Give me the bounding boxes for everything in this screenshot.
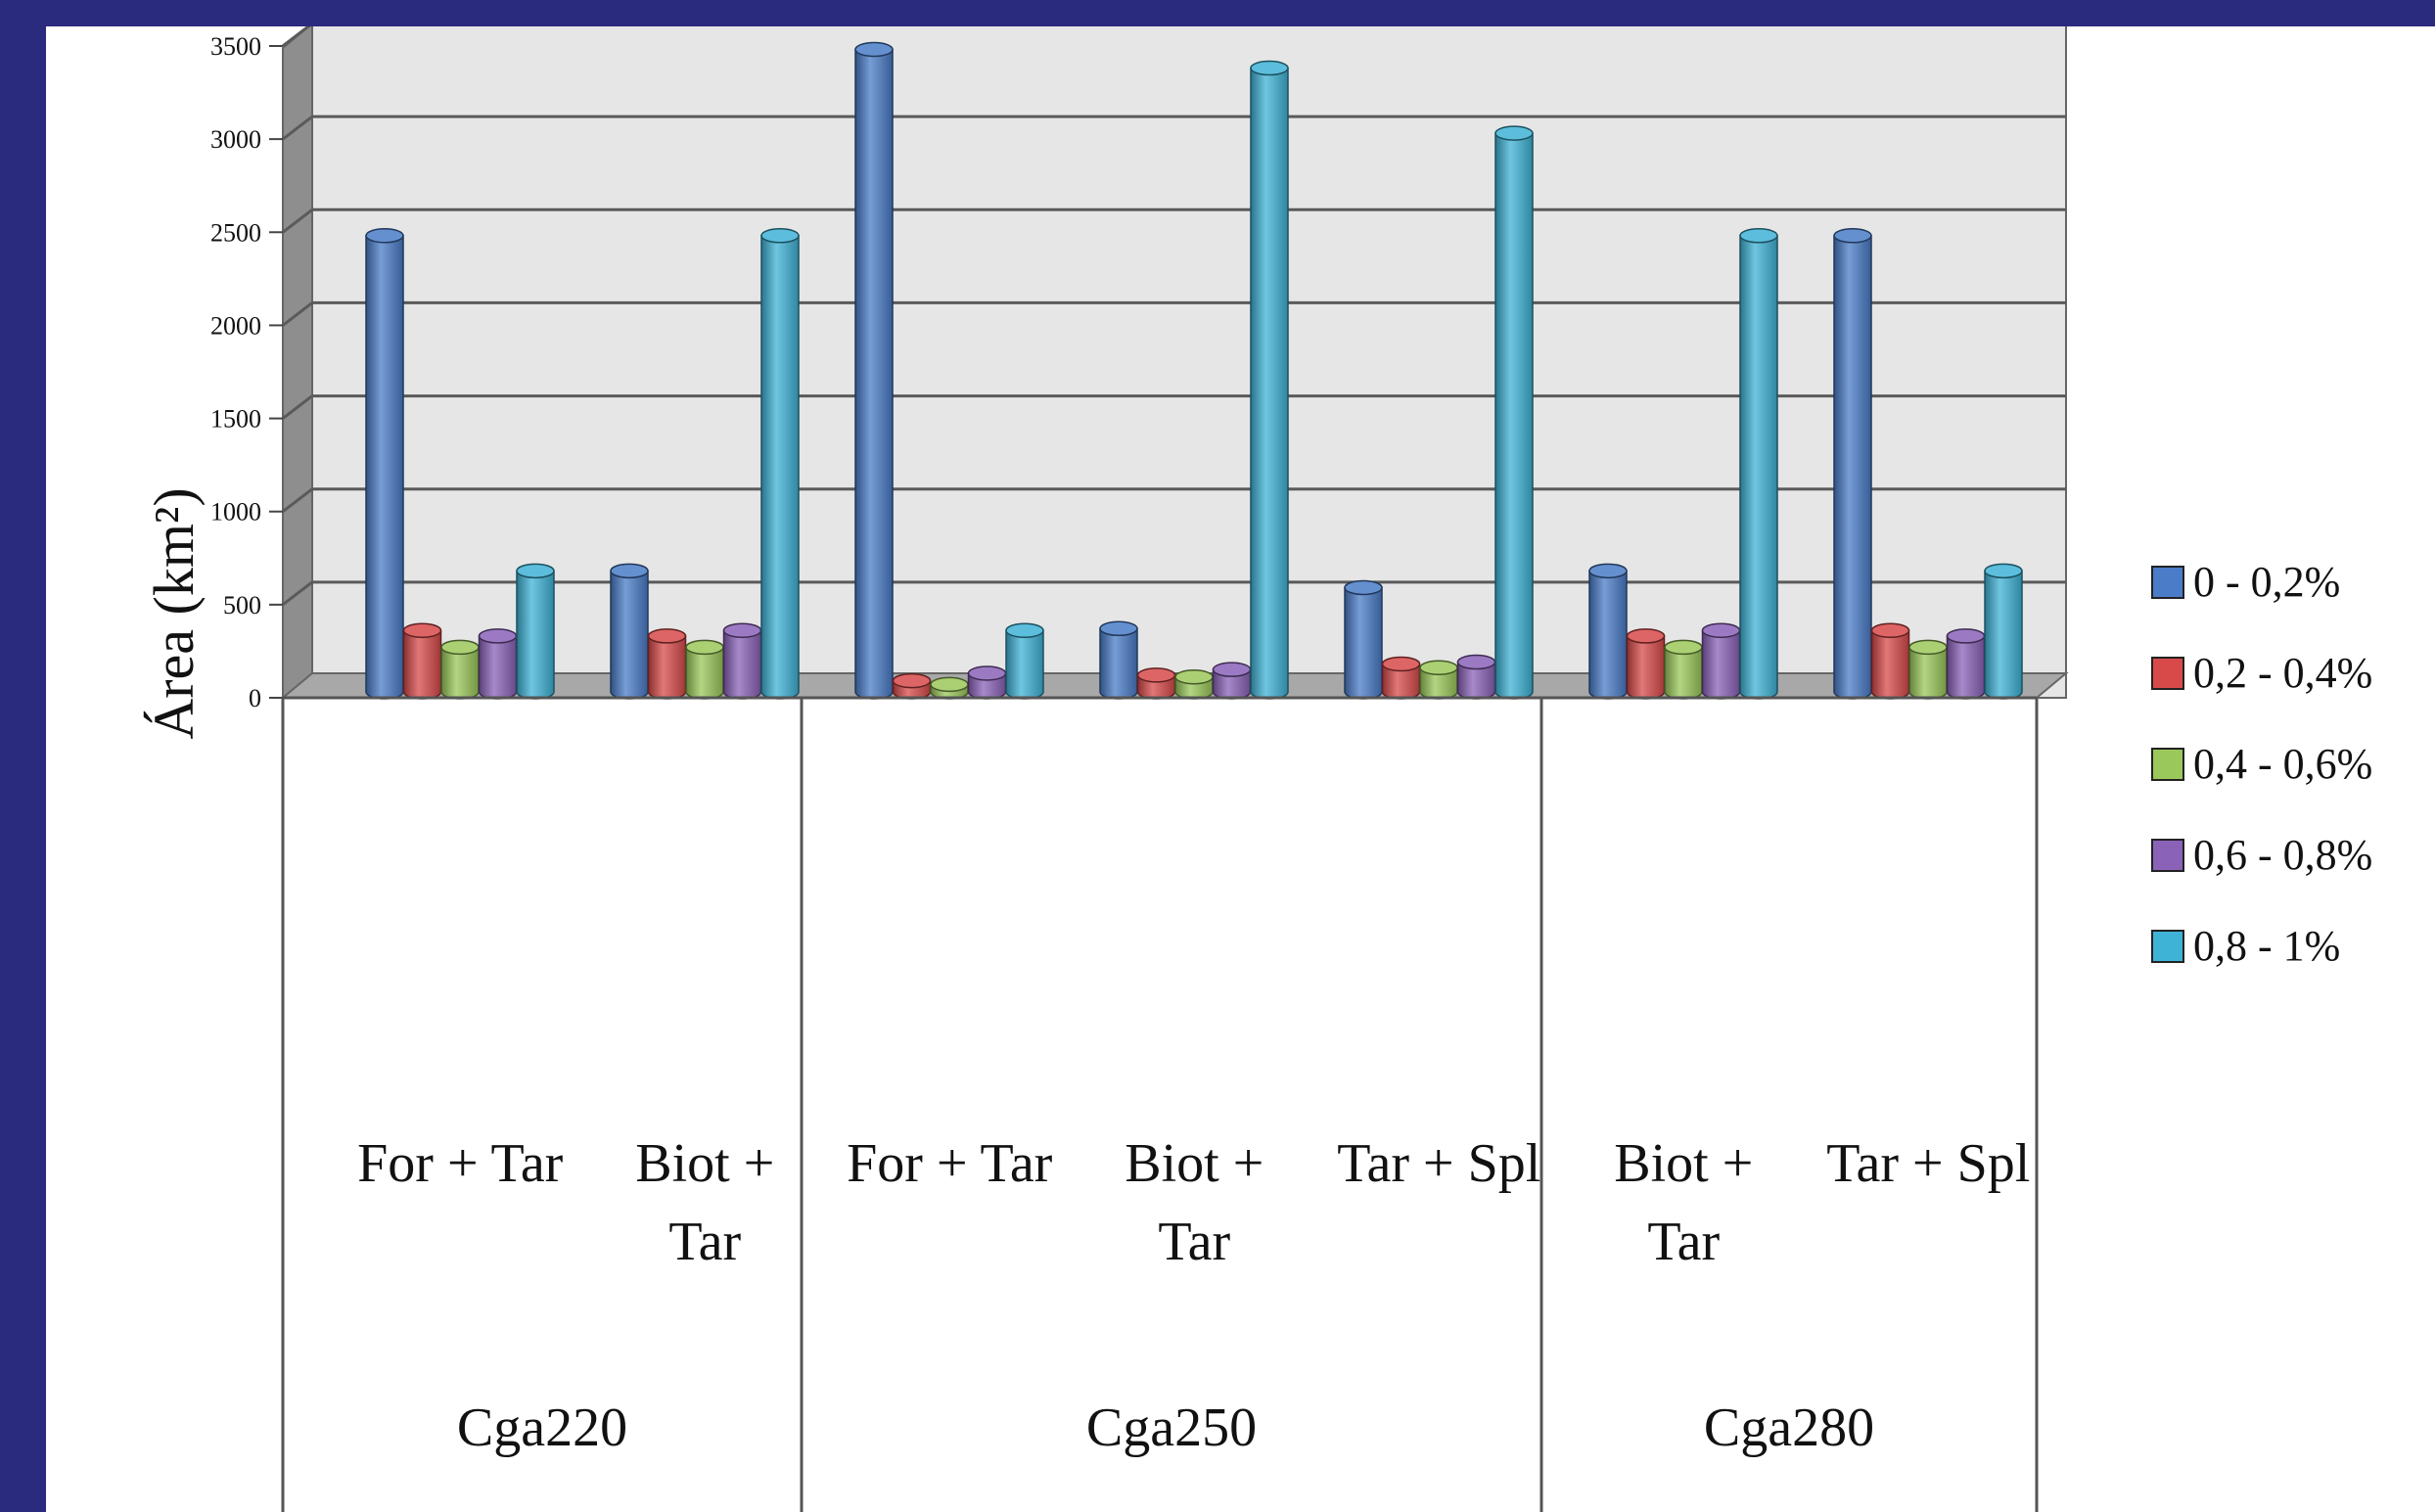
gridline-depth <box>282 26 311 48</box>
y-tick-label: 2000 <box>210 311 261 340</box>
bar <box>854 41 894 700</box>
bar <box>892 672 932 700</box>
bar <box>516 563 555 700</box>
legend-label: 0,4 - 0,6% <box>2193 740 2372 788</box>
bar <box>440 639 480 700</box>
y-axis: 0 500 1000 1500 2000 2500 3000 3500 <box>210 32 283 712</box>
x-category-label: Biot + <box>1614 1133 1753 1194</box>
legend-swatch <box>2151 566 2184 599</box>
gridline-depth <box>282 394 313 420</box>
bar <box>1456 654 1496 700</box>
legend-label: 0,2 - 0,4% <box>2193 649 2372 697</box>
back-wall <box>311 26 2067 699</box>
legend-swatch <box>2151 748 2184 781</box>
y-tick-label: 500 <box>223 591 261 619</box>
x-axis: For + Tar Biot + Tar For + Tar Biot + Tar Tar … <box>281 696 2039 1512</box>
bar <box>1588 563 1628 700</box>
bar <box>1908 639 1948 700</box>
bar <box>1946 628 1986 700</box>
gridline-depth <box>282 580 313 607</box>
bar <box>1212 662 1252 700</box>
bars <box>365 41 2023 700</box>
gridline-depth <box>282 487 313 513</box>
x-category-label: Tar <box>1647 1212 1720 1272</box>
legend-label: 0,6 - 0,8% <box>2193 831 2372 879</box>
x-category-label: Tar <box>1158 1212 1230 1272</box>
y-tick-label: 3500 <box>210 32 261 61</box>
x-category-label: Biot + <box>635 1133 774 1194</box>
bar <box>478 628 518 700</box>
bar <box>1174 669 1214 700</box>
bar <box>647 628 687 700</box>
bar <box>1626 628 1666 700</box>
x-group-label: Cga220 <box>457 1397 627 1458</box>
legend-label: 0 - 0,2% <box>2193 558 2340 606</box>
bar <box>1005 622 1044 700</box>
bar <box>365 228 404 700</box>
bar <box>760 228 800 700</box>
legend-label: 0,8 - 1% <box>2193 922 2340 970</box>
bar <box>1099 620 1138 700</box>
x-group-label: Cga280 <box>1704 1397 1874 1458</box>
bar <box>685 639 724 700</box>
legend-swatch <box>2151 839 2184 872</box>
slide-background: 0 500 1000 1500 2000 2500 3000 3500 Área (km²) … <box>46 26 2435 1512</box>
bar <box>402 622 442 700</box>
x-category-label: Tar <box>668 1212 741 1272</box>
legend-swatch <box>2151 930 2184 963</box>
bar <box>1984 563 2023 700</box>
legend: 0 - 0,2% 0,2 - 0,4% 0,4 - 0,6% 0,6 - 0,8% 0,… <box>2151 558 2372 970</box>
bar <box>610 563 649 700</box>
gridline-depth <box>282 208 313 234</box>
y-axis-label: Área (km²) <box>142 487 206 739</box>
y-tick-label: 2500 <box>210 218 261 247</box>
x-category-label: Tar + Spl <box>1826 1133 2030 1194</box>
gridline-depth <box>282 301 313 327</box>
bar <box>1870 622 1910 700</box>
bar <box>1739 228 1778 700</box>
y-tick-label: 3000 <box>210 125 261 154</box>
bar <box>1136 667 1176 700</box>
x-group-label: Cga250 <box>1086 1397 1257 1458</box>
bar <box>1250 60 1289 700</box>
gridline-depth <box>282 115 313 141</box>
x-category-label: Tar + Spl <box>1337 1133 1540 1194</box>
bar <box>1833 228 1872 700</box>
bar <box>967 665 1007 700</box>
y-tick-label: 1000 <box>210 498 261 527</box>
bar <box>1419 660 1458 700</box>
bar <box>1494 125 1534 700</box>
bar <box>1344 579 1383 700</box>
bar <box>1664 639 1703 700</box>
x-category-label: Biot + <box>1125 1133 1263 1194</box>
legend-swatch <box>2151 657 2184 690</box>
bar <box>722 622 762 700</box>
y-tick-label: 1500 <box>210 405 261 434</box>
bar <box>1381 656 1421 700</box>
bar <box>930 676 969 700</box>
x-category-label: For + Tar <box>847 1133 1053 1194</box>
x-category-label: For + Tar <box>357 1133 564 1194</box>
y-tick-label: 0 <box>249 684 261 712</box>
bar <box>1701 622 1741 700</box>
